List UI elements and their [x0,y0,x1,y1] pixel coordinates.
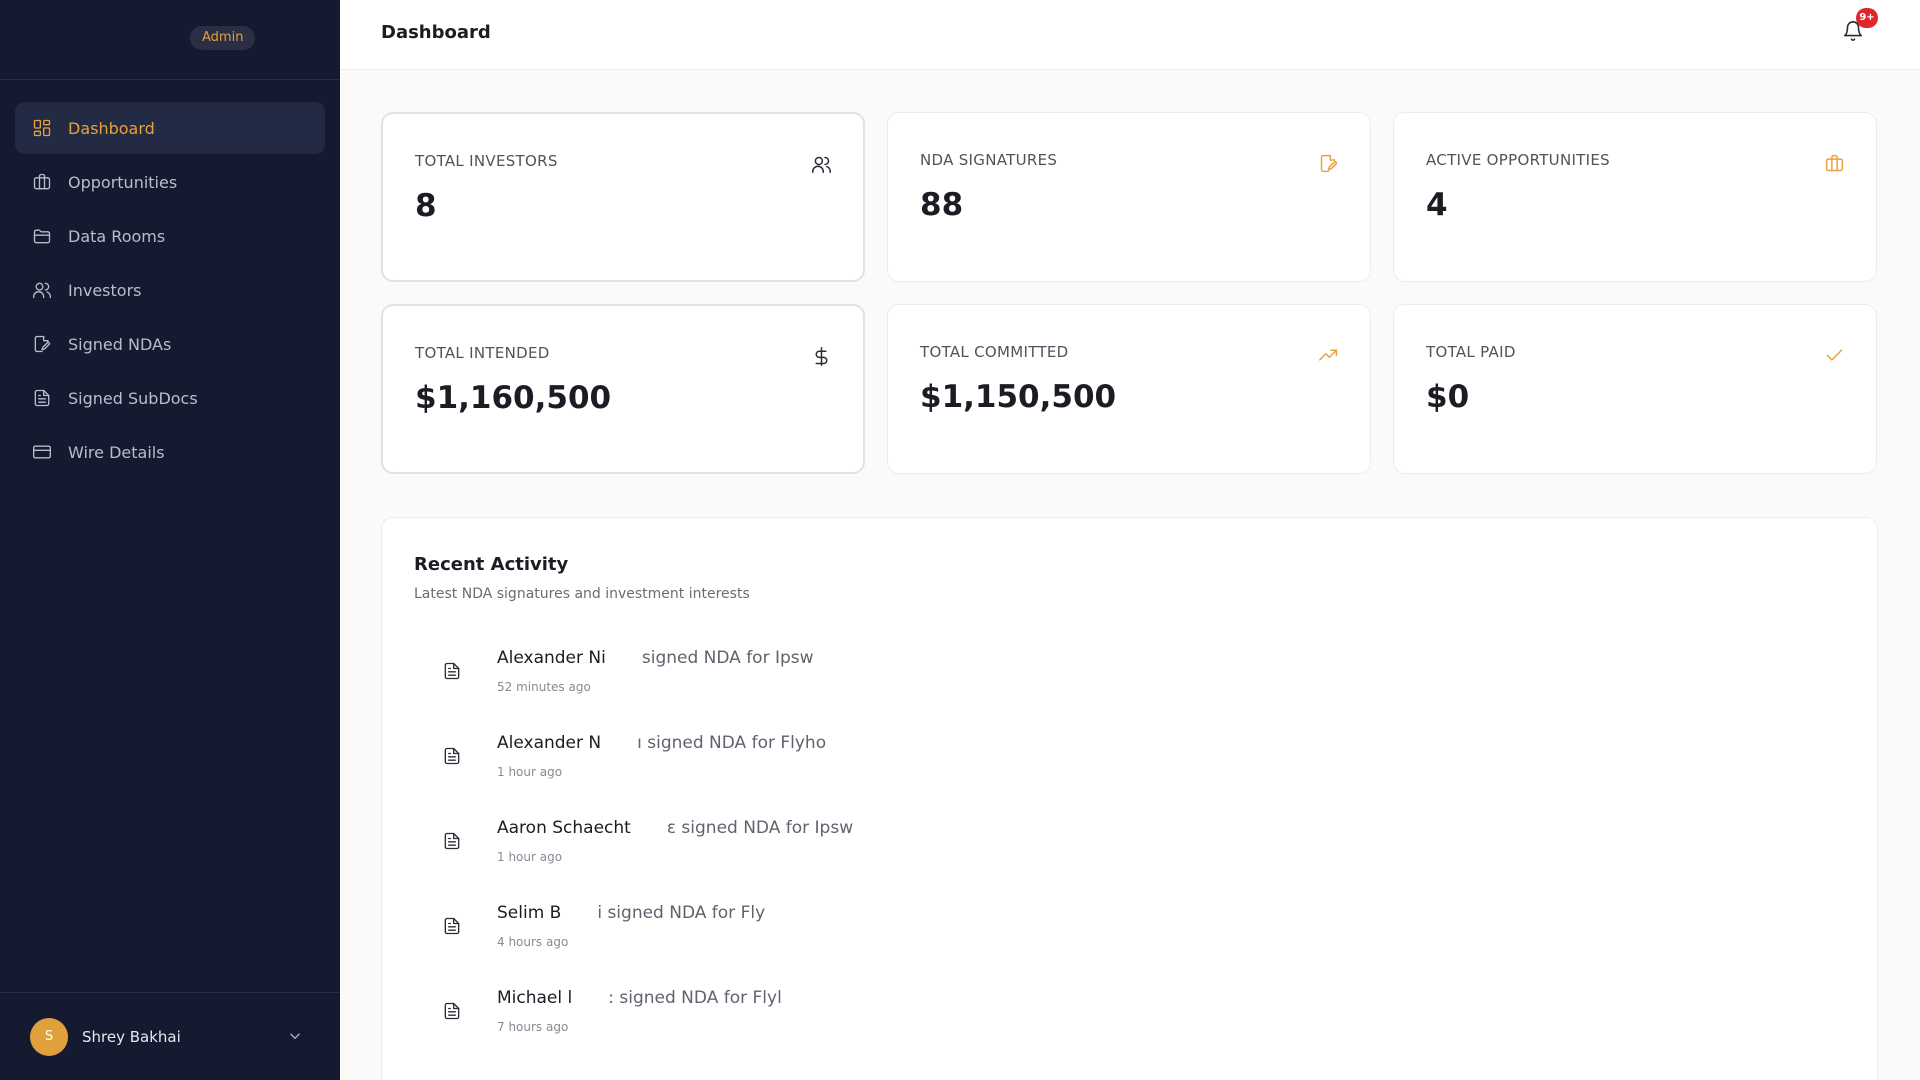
list-item[interactable]: Aaron Schaecht ɛ signed NDA for Ipsw 1 ho… [382,818,1877,903]
user-menu[interactable]: S Shrey Bakhai [0,992,340,1080]
stat-label: NDA SIGNATURES [920,151,1058,169]
activity-line: Alexander Ni signed NDA for Ipsw [497,648,814,668]
briefcase-icon [1822,151,1846,175]
activity-time: 52 minutes ago [497,680,591,694]
list-item[interactable]: Alexander Ni signed NDA for Ipsw 52 minut… [382,648,1877,733]
sidebar-item-dashboard[interactable]: Dashboard [15,102,325,154]
activity-time: 1 hour ago [497,765,563,779]
stat-label: TOTAL INTENDED [415,344,550,362]
sidebar-item-wire-details[interactable]: Wire Details [15,426,325,478]
sidebar-header: Admin [0,0,340,80]
stat-value: 88 [920,187,964,223]
sidebar-item-opportunities[interactable]: Opportunities [15,156,325,208]
sidebar-item-label: Wire Details [68,442,165,462]
recent-activity-title: Recent Activity [414,554,569,575]
file-text-icon [442,1000,466,1024]
sidebar-item-investors[interactable]: Investors [15,264,325,316]
stat-value: $1,150,500 [920,379,1117,415]
stat-label: TOTAL PAID [1426,343,1516,361]
file-text-icon [442,660,466,684]
bell-icon [1842,21,1864,46]
stat-label: TOTAL INVESTORS [415,152,558,170]
stat-label: ACTIVE OPPORTUNITIES [1426,151,1610,169]
user-name: Shrey Bakhai [82,1027,181,1046]
activity-list: Alexander Ni signed NDA for Ipsw 52 minut… [382,648,1877,1073]
sidebar-item-signed-ndas[interactable]: Signed NDAs [15,318,325,370]
activity-investor-name: Selim B [497,903,562,923]
activity-time: 4 hours ago [497,935,569,949]
dollar-icon [809,344,833,368]
activity-investor-name: Alexander Ni [497,648,606,668]
activity-line: Michael l : signed NDA for Flyl [497,988,782,1008]
stat-label: TOTAL COMMITTED [920,343,1069,361]
avatar: S [30,1017,68,1056]
credit-card-icon [31,441,53,463]
activity-line: Alexander N ı signed NDA for Flyho [497,733,826,753]
activity-time: 1 hour ago [497,850,563,864]
sidebar-item-label: Data Rooms [68,226,166,246]
briefcase-icon [31,171,53,193]
list-item[interactable]: Michael l : signed NDA for Flyl 7 hours a… [382,988,1877,1073]
stat-value: $0 [1426,379,1470,415]
admin-badge: Admin [190,26,256,50]
dashboard-icon [31,117,53,139]
sidebar-item-signed-subdocs[interactable]: Signed SubDocs [15,372,325,424]
stat-card-total-investors: TOTAL INVESTORS 8 [381,112,865,282]
check-icon [1822,343,1846,367]
activity-action: ɛ signed NDA for Ipsw [666,818,854,838]
file-text-icon [442,745,466,769]
file-signature-icon [1316,151,1340,175]
stat-card-total-paid: TOTAL PAID $0 [1393,304,1877,474]
users-icon [809,152,833,176]
activity-action: ı signed NDA for Flyho [637,733,827,753]
stat-value: $1,160,500 [415,380,612,416]
stat-card-active-opportunities: ACTIVE OPPORTUNITIES 4 [1393,112,1877,282]
activity-investor-name: Aaron Schaecht [497,818,631,838]
file-text-icon [31,387,53,409]
stat-card-total-intended: TOTAL INTENDED $1,160,500 [381,304,865,474]
activity-investor-name: Alexander N [497,733,602,753]
list-item[interactable]: Selim B i signed NDA for Fly 4 hours ago [382,903,1877,988]
stat-card-total-committed: TOTAL COMMITTED $1,150,500 [887,304,1371,474]
stat-value: 4 [1426,187,1448,223]
stat-value: 8 [415,188,437,224]
sidebar-item-label: Signed NDAs [68,334,172,354]
users-icon [31,279,53,301]
sidebar-item-label: Dashboard [68,118,155,138]
activity-action: signed NDA for Ipsw [641,648,814,668]
sidebar-nav: Dashboard Opportunities Data Rooms Inves… [0,80,340,478]
recent-activity-subtitle: Latest NDA signatures and investment int… [414,586,750,602]
file-text-icon [442,830,466,854]
activity-action: i signed NDA for Fly [597,903,766,923]
activity-action: : signed NDA for Flyl [608,988,782,1008]
sidebar: Admin Dashboard Opportunities Data Rooms… [0,0,340,1080]
chevron-down-icon[interactable] [286,1027,306,1047]
sidebar-item-label: Signed SubDocs [68,388,198,408]
folder-icon [31,225,53,247]
page-title: Dashboard [381,22,491,43]
file-text-icon [442,915,466,939]
stat-card-nda-signatures: NDA SIGNATURES 88 [887,112,1371,282]
sidebar-item-label: Opportunities [68,172,178,192]
notifications-button[interactable]: 9+ [1842,8,1878,46]
recent-activity-panel: Recent Activity Latest NDA signatures an… [381,517,1878,1080]
file-signature-icon [31,333,53,355]
list-item[interactable]: Alexander N ı signed NDA for Flyho 1 hour… [382,733,1877,818]
notification-badge: 9+ [1856,8,1878,28]
sidebar-item-label: Investors [68,280,142,300]
activity-line: Aaron Schaecht ɛ signed NDA for Ipsw [497,818,853,838]
top-bar: Dashboard 9+ [340,0,1920,70]
sidebar-item-data-rooms[interactable]: Data Rooms [15,210,325,262]
activity-time: 7 hours ago [497,1020,569,1034]
trending-up-icon [1316,343,1340,367]
activity-line: Selim B i signed NDA for Fly [497,903,765,923]
activity-investor-name: Michael l [497,988,573,1008]
